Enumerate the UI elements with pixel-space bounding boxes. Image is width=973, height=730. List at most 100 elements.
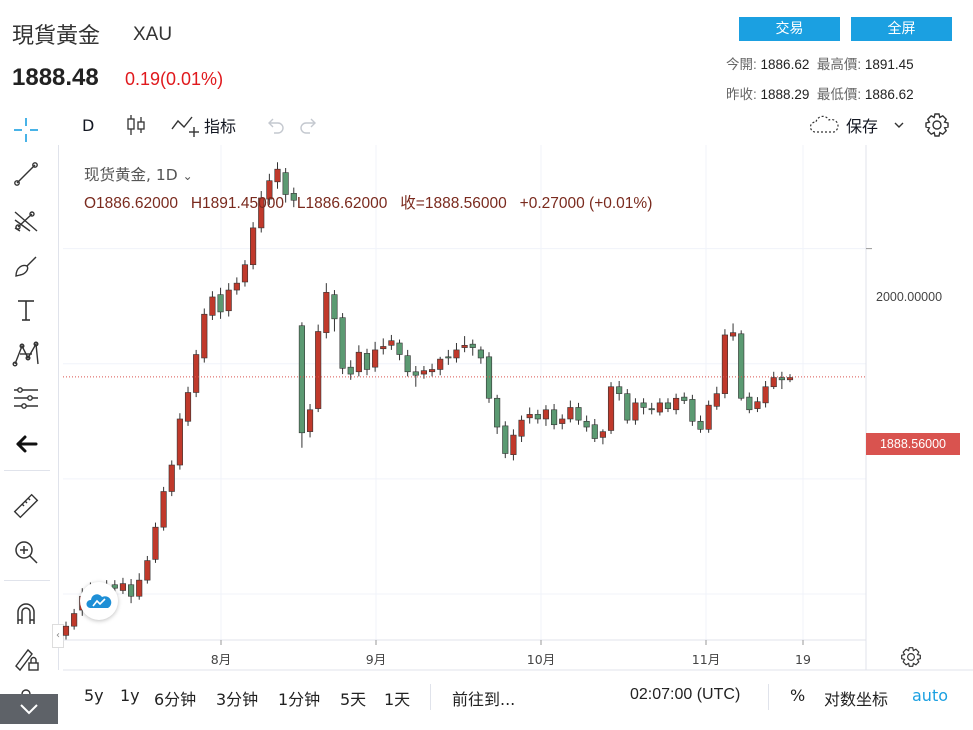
range-3min[interactable]: 3分钟 [216, 690, 259, 709]
candle-body [152, 526, 159, 560]
ruler-icon[interactable] [8, 488, 44, 524]
prediction-tool-icon[interactable] [8, 380, 44, 416]
candle-body [168, 464, 175, 492]
candle-body [217, 294, 224, 313]
candle-body [534, 414, 541, 420]
candle-body [510, 434, 517, 455]
candle-body [136, 579, 143, 597]
candle-body [201, 313, 208, 359]
brush-icon[interactable] [8, 248, 44, 284]
candle-body [681, 396, 688, 401]
range-1d[interactable]: 1天 [384, 690, 411, 709]
candle-body [477, 349, 484, 359]
bottom-divider [430, 684, 431, 710]
candle-body [225, 289, 232, 312]
candle-body [624, 393, 631, 421]
back-arrow-icon[interactable] [8, 426, 44, 462]
candle-body [176, 418, 183, 466]
candle-body [648, 408, 655, 411]
candle-body [705, 404, 712, 430]
toolbar-divider-2 [4, 580, 50, 581]
tradingview-logo-icon[interactable] [80, 582, 118, 620]
x-tick-label: 9月 [366, 652, 386, 667]
auto-scale-toggle[interactable]: auto [912, 686, 949, 705]
axis-settings-gear-icon[interactable] [900, 646, 922, 672]
zoom-in-icon[interactable] [8, 534, 44, 570]
instrument-title: 現貨黃金 [12, 24, 101, 49]
candle-body [526, 414, 533, 419]
candle-body [331, 294, 338, 320]
candle-body [697, 420, 704, 430]
chart-legend-name[interactable]: 现货黄金, 1D ⌄ [84, 163, 193, 185]
range-1y[interactable]: 1y [120, 686, 140, 705]
bottom-toolbar: 5y 1y 6分钟 3分钟 1分钟 5天 1天 前往到... 02:07:00 … [62, 678, 973, 718]
lock-drawing-icon[interactable] [8, 640, 44, 676]
fullscreen-button[interactable]: 全屏 [851, 17, 952, 41]
range-5d[interactable]: 5天 [340, 690, 367, 709]
candle-body [485, 356, 493, 399]
goto-date-button[interactable]: 前往到... [452, 690, 516, 709]
save-dropdown-chevron-icon[interactable] [892, 112, 906, 138]
range-5y[interactable]: 5y [84, 686, 104, 705]
undo-icon[interactable] [264, 112, 286, 138]
indicators-label: 指标 [204, 117, 237, 136]
candle-body [404, 355, 411, 373]
x-tick-label: 8月 [211, 652, 231, 667]
collapse-toolbar-button[interactable] [0, 694, 58, 724]
candle-body [721, 334, 728, 394]
log-scale-toggle[interactable]: 对数坐标 [824, 690, 889, 709]
candle-body [388, 340, 395, 346]
chart-toolbar: D 指标 保存 [62, 108, 973, 142]
settings-gear-icon[interactable] [924, 112, 950, 138]
utc-time[interactable]: 02:07:00 (UTC) [630, 686, 741, 703]
fib-tool-icon[interactable] [8, 202, 44, 238]
save-button[interactable]: 保存 [808, 112, 878, 138]
pattern-tool-icon[interactable] [8, 336, 44, 372]
high-label: 最高價: [816, 57, 862, 72]
magnet-icon[interactable] [8, 596, 44, 632]
candle-body [184, 392, 192, 422]
candle-body [323, 292, 330, 333]
candle-body [445, 356, 452, 359]
candle-body [160, 491, 167, 528]
candle-body [412, 371, 419, 376]
candle-body [193, 354, 200, 393]
open-value: 1886.62 [760, 57, 810, 72]
candle-body [420, 370, 427, 375]
candle-body [429, 369, 436, 373]
candle-body [306, 409, 314, 432]
crosshair-icon[interactable] [8, 112, 44, 148]
last-price: 1888.48 [12, 64, 99, 91]
range-1min[interactable]: 1分钟 [278, 690, 321, 709]
candle-style-icon[interactable] [125, 112, 147, 138]
x-tick-label: 19 [795, 652, 811, 667]
chart-legend-ohlc: O1886.62000 H1891.45000 L1886.62000 收=18… [84, 195, 653, 212]
prev-close-label: 昨收: [726, 87, 757, 102]
candle-body [363, 353, 371, 370]
candle-body [616, 386, 623, 394]
interval-selector[interactable]: D [82, 115, 95, 135]
candle-body [551, 409, 558, 426]
text-tool-icon[interactable] [8, 292, 44, 328]
trend-line-icon[interactable] [8, 156, 44, 192]
trade-button[interactable]: 交易 [739, 17, 840, 41]
candle-body [380, 346, 387, 350]
drawing-toolbar [0, 110, 58, 730]
indicators-button[interactable]: 指标 [170, 112, 236, 138]
range-6min[interactable]: 6分钟 [154, 690, 197, 709]
open-label: 今開: [726, 57, 757, 72]
candle-body [778, 377, 785, 381]
candle-body [689, 399, 696, 422]
candle-body [656, 402, 663, 413]
candle-body [355, 351, 362, 373]
candle-body [62, 625, 70, 636]
redo-icon[interactable] [298, 112, 320, 138]
x-tick-label: 11月 [692, 652, 720, 667]
cloud-icon [809, 115, 839, 133]
percent-toggle[interactable]: % [790, 686, 806, 705]
bottom-divider-2 [768, 684, 769, 710]
legend-chevron-down-icon[interactable]: ⌄ [182, 169, 193, 183]
collapse-panel-handle[interactable]: ‹ [52, 624, 64, 648]
candle-body [250, 227, 257, 266]
